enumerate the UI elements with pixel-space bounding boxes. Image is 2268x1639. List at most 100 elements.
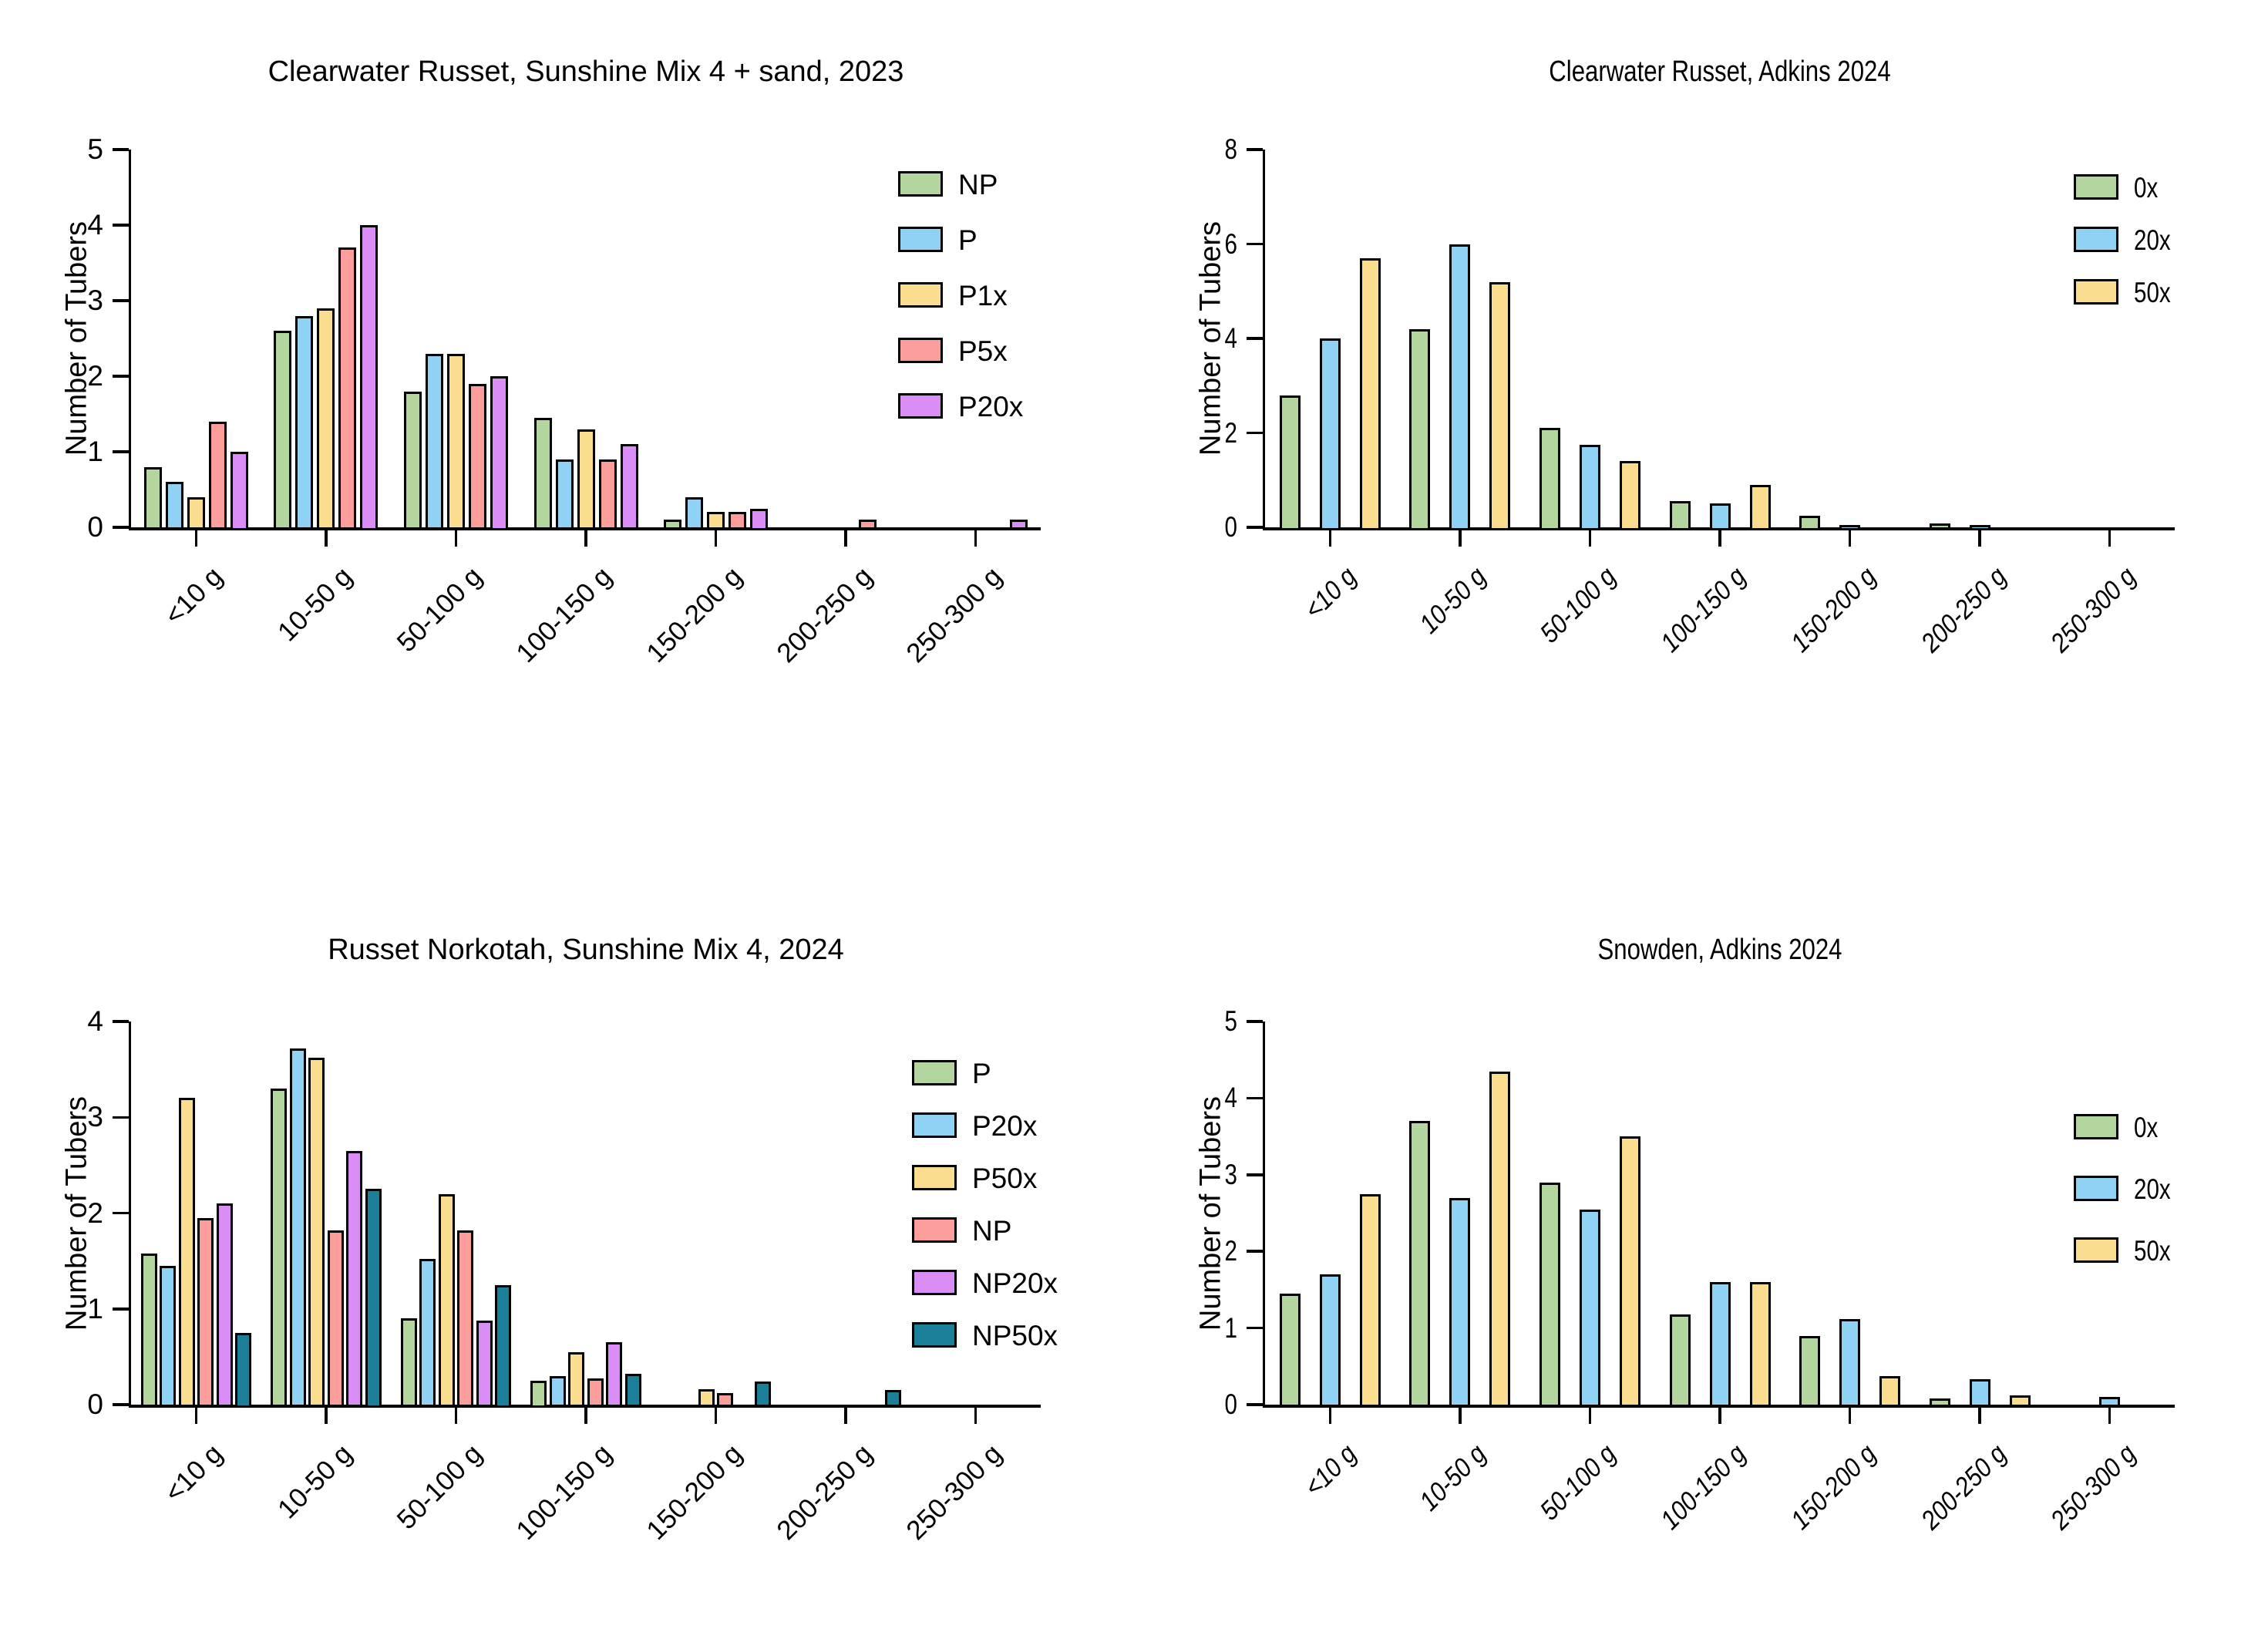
bar-0x-150-200g: [1799, 515, 1821, 530]
x-tick-mark: [844, 530, 847, 547]
y-tick-label: 2: [1224, 416, 1237, 449]
legend-swatch-0x: [2074, 1114, 2118, 1139]
x-tick-mark: [1328, 1407, 1332, 1424]
bar-20x-150-200g: [1839, 524, 1861, 530]
x-tick-mark: [325, 530, 328, 547]
bar-0x-<10g: [1279, 395, 1301, 530]
x-tick-mark: [974, 530, 978, 547]
legend-swatch-P: [898, 227, 943, 252]
y-tick-label: 2: [87, 360, 103, 392]
legend-label-NP: NP: [958, 169, 998, 200]
y-tick-mark: [1246, 1250, 1263, 1253]
x-tick-mark: [1459, 530, 1462, 547]
y-tick-label: 1: [87, 1292, 103, 1324]
y-tick-label: 1: [87, 436, 103, 467]
y-tick-label: 5: [87, 133, 103, 165]
y-tick-mark: [112, 1403, 129, 1406]
legend-swatch-P20x: [912, 1112, 957, 1138]
x-tick-label: 10-50 g: [271, 1439, 358, 1525]
chart-panel-top-right: Clearwater Russet, Adkins 2024 Number of …: [1134, 0, 2268, 820]
x-tick-label: 250-300 g: [900, 561, 1008, 669]
x-tick-label: 100-150 g: [1654, 1439, 1752, 1536]
x-tick-mark: [584, 1407, 587, 1424]
bar-50x-50-100g: [1619, 1136, 1640, 1408]
x-tick-label: <10 g: [1298, 1439, 1362, 1503]
bar-NP50x-50-100g: [495, 1284, 512, 1408]
y-tick-label: 4: [87, 1005, 103, 1037]
x-tick-label: 10-50 g: [1413, 561, 1492, 640]
x-tick-mark: [714, 530, 718, 547]
legend-swatch-50x: [2074, 279, 2118, 305]
x-tick-label: 200-250 g: [770, 1439, 878, 1546]
x-tick-label: 250-300 g: [2044, 561, 2142, 658]
x-tick-mark: [194, 530, 198, 547]
bar-P20x-100-150g: [549, 1375, 566, 1408]
bar-P-100-150g: [530, 1380, 547, 1408]
y-tick-mark: [1246, 337, 1263, 340]
chart-title: Clearwater Russet, Adkins 2024: [1549, 56, 1891, 88]
bar-P20x-50-100g: [419, 1259, 436, 1408]
bar-P-50-100g: [400, 1318, 417, 1408]
bar-P-<10g: [140, 1253, 157, 1408]
x-tick-mark: [194, 1407, 198, 1424]
y-tick-label: 1: [1224, 1311, 1237, 1344]
y-tick-label: 4: [1224, 322, 1237, 354]
bar-0x-<10g: [1279, 1293, 1301, 1408]
bar-0x-10-50g: [1409, 328, 1431, 530]
x-tick-mark: [844, 1407, 847, 1424]
y-tick-mark: [112, 224, 129, 227]
y-tick-mark: [1246, 526, 1263, 529]
chart-panel-bottom-left: Russet Norkotah, Sunshine Mix 4, 2024 Num…: [0, 820, 1134, 1639]
bar-P5x-150-200g: [729, 512, 747, 530]
legend-label-50x: 50x: [2134, 277, 2171, 308]
y-tick-label: 3: [87, 284, 103, 316]
legend-swatch-P5x: [898, 338, 943, 363]
bar-20x-10-50g: [1449, 1197, 1471, 1408]
bar-20x-50-100g: [1579, 1209, 1600, 1408]
bar-NP20x-50-100g: [476, 1320, 493, 1408]
bar-P20x-150-200g: [750, 508, 769, 530]
bar-0x-10-50g: [1409, 1121, 1431, 1408]
x-tick-mark: [1978, 530, 1981, 547]
x-tick-label: 200-250 g: [1915, 1439, 2012, 1536]
bar-P5x-50-100g: [468, 383, 486, 530]
x-tick-label: 150-200 g: [641, 561, 749, 669]
bar-50x-<10g: [1359, 257, 1381, 530]
y-axis-label: Number of Tubers: [60, 220, 93, 456]
x-tick-mark: [454, 530, 458, 547]
y-tick-label: 2: [1224, 1235, 1237, 1267]
bar-P20x-100-150g: [620, 444, 638, 530]
y-tick-mark: [112, 299, 129, 302]
legend-label-20x: 20x: [2134, 224, 2171, 256]
bar-P50x-<10g: [178, 1098, 195, 1408]
bar-P20x-250-300g: [1010, 520, 1028, 530]
bar-50x-200-250g: [2009, 1395, 2031, 1408]
x-tick-mark: [2108, 530, 2112, 547]
bar-P1x-100-150g: [577, 429, 595, 530]
x-tick-mark: [1328, 530, 1332, 547]
y-tick-label: 0: [1224, 511, 1237, 543]
x-tick-mark: [2108, 1407, 2112, 1424]
x-tick-label: 100-150 g: [510, 1439, 618, 1546]
bar-0x-50-100g: [1539, 1182, 1560, 1408]
legend-swatch-P50x: [912, 1165, 957, 1190]
bar-NP20x-<10g: [216, 1203, 233, 1408]
x-tick-mark: [714, 1407, 718, 1424]
x-tick-mark: [1848, 1407, 1852, 1424]
bar-20x-50-100g: [1579, 444, 1600, 530]
bar-NP-150-200g: [717, 1393, 734, 1408]
x-tick-label: 150-200 g: [1785, 561, 1883, 658]
bar-P50x-50-100g: [438, 1193, 455, 1408]
chart-title: Russet Norkotah, Sunshine Mix 4, 2024: [328, 934, 844, 966]
bar-NP50x-100-150g: [624, 1374, 641, 1408]
bar-50x-150-200g: [1879, 1376, 1901, 1408]
y-tick-mark: [112, 1020, 129, 1023]
legend-label-50x: 50x: [2134, 1235, 2171, 1267]
bar-20x-10-50g: [1449, 244, 1471, 530]
bar-0x-200-250g: [1929, 523, 1950, 530]
bar-50x-<10g: [1359, 1193, 1381, 1408]
bar-NP20x-100-150g: [606, 1342, 623, 1408]
bar-20x-150-200g: [1839, 1318, 1861, 1408]
chart-panel-bottom-right: Snowden, Adkins 2024 Number of Tubers 0 1 2 3…: [1134, 820, 2268, 1639]
bar-P5x-<10g: [208, 421, 227, 530]
